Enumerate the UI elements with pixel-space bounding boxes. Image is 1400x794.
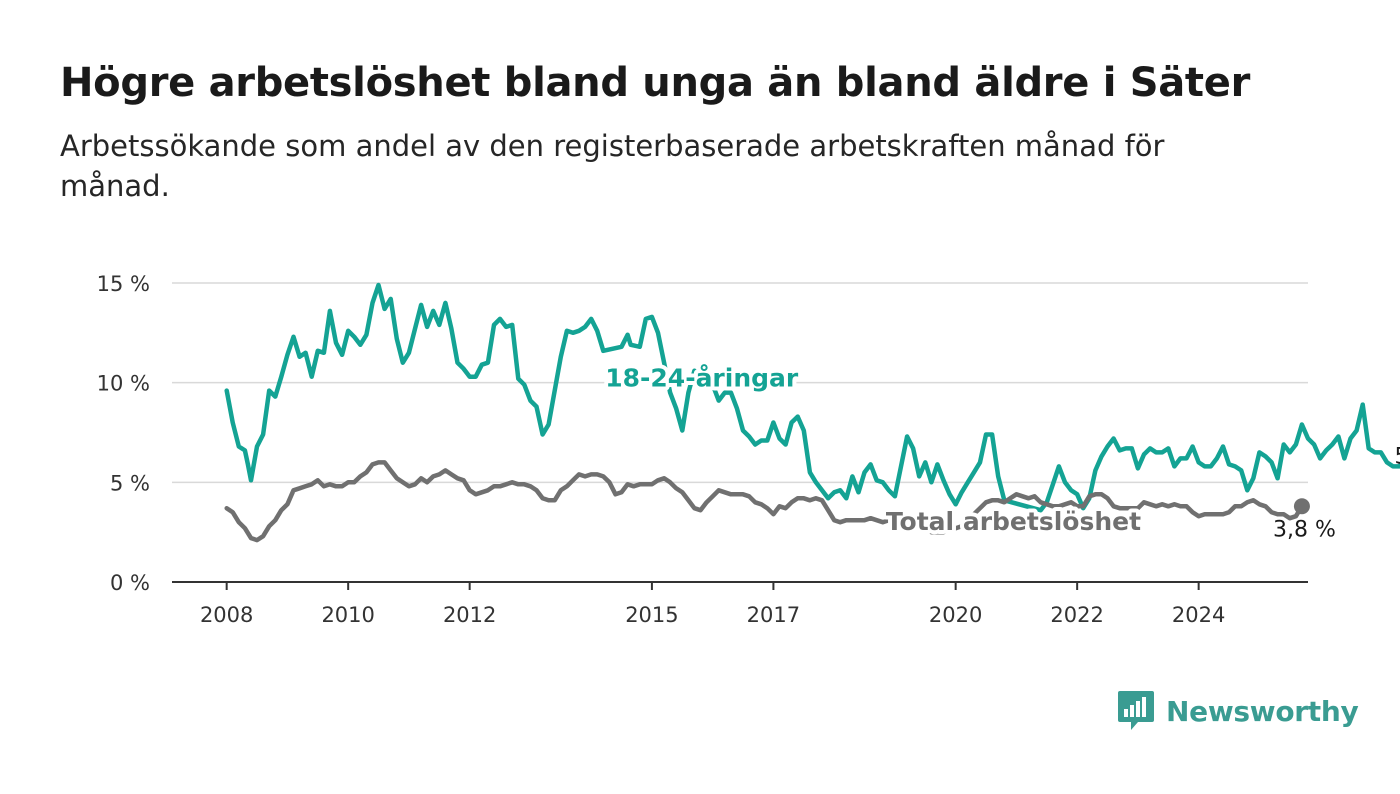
- series-line-1: [224, 460, 1305, 543]
- x-tick-label: 2020: [929, 603, 982, 627]
- gridlines: [172, 282, 1308, 583]
- x-tick-label: 2015: [625, 603, 678, 627]
- series-end-label-1: 3,8 %: [1273, 517, 1336, 542]
- newsworthy-brand[interactable]: Newsworthy: [1116, 688, 1359, 734]
- x-tick-label: 2017: [747, 603, 800, 627]
- x-tick-label: 2024: [1172, 603, 1225, 627]
- y-axis-ticks: 0 % 5 % 10 % 15 %: [97, 272, 150, 595]
- series-name-label-0: 18-24-åringar: [605, 364, 799, 393]
- series-end-point-1: [1293, 498, 1310, 515]
- series-end-label-0: 5,2 %: [1395, 444, 1400, 469]
- y-tick-label: 0 %: [110, 571, 150, 595]
- y-tick-label: 10 %: [97, 372, 150, 396]
- x-tick-label: 2022: [1050, 603, 1103, 627]
- x-tick-label: 2010: [321, 603, 374, 627]
- brand-name: Newsworthy: [1166, 694, 1359, 728]
- x-axis-ticks: 2008 2010 2012 2015 2017 2020 2022 2024: [200, 582, 1225, 627]
- chart-subtitle: Arbetssökande som andel av den registerb…: [60, 129, 1165, 203]
- x-tick-label: 2008: [200, 603, 253, 627]
- series-labels: 5,2 % 3,8 % 18-24-åringar Total arbetslöshe…: [601, 360, 1400, 543]
- x-tick-label: 2012: [443, 603, 496, 627]
- y-tick-label: 15 %: [97, 272, 150, 296]
- chart-title: Högre arbetslöshet bland unga än bland ä…: [60, 60, 1251, 106]
- y-tick-label: 5 %: [110, 471, 150, 495]
- series-lines: [224, 282, 1400, 543]
- newsworthy-logo-icon: [1118, 691, 1154, 730]
- series-name-label-1: Total arbetslöshet: [886, 507, 1141, 536]
- series-line-0: [224, 282, 1400, 513]
